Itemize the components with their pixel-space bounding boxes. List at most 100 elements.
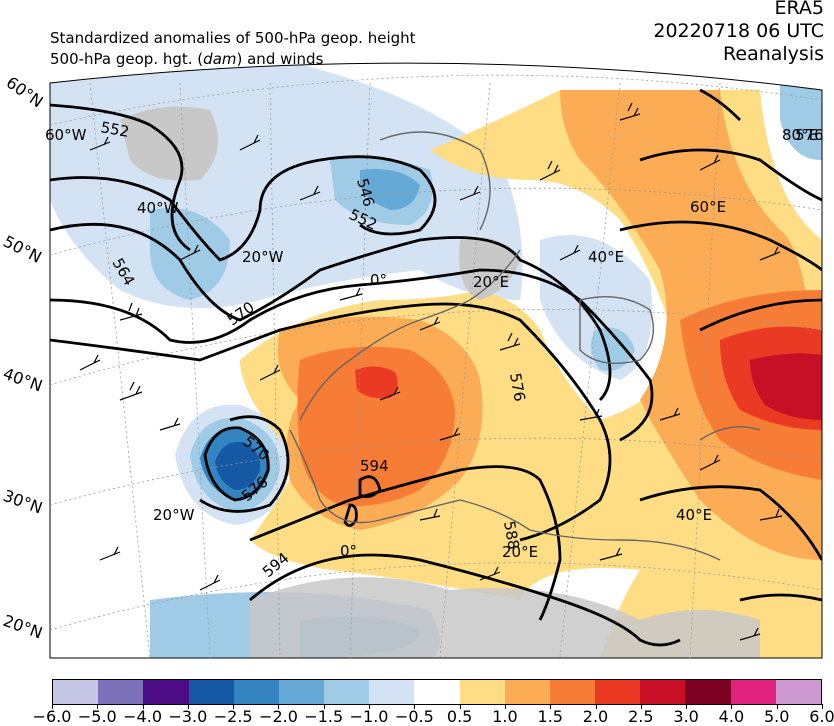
colorbar-segment [233, 680, 279, 704]
coastlines [289, 131, 761, 561]
dataset-label: ERA5 [774, 0, 824, 19]
colorbar-ticks: −6.0 −5.0 −4.0 −3.0 −2.5 −2.0 −1.5 −1.0 −0.5 0.5 1… [33, 704, 834, 726]
title-line-2: 500-hPa geop. hgt. (dam) and winds [50, 49, 416, 70]
colorbar-segment [369, 680, 415, 704]
colorbar-tick-label: 5.0 [763, 707, 790, 726]
colorbar-tick-mark [550, 704, 552, 709]
colorbar-tick-mark [142, 704, 144, 709]
colorbar-tick-mark [459, 704, 461, 709]
colorbar-tick-mark [278, 704, 280, 709]
lat-label: 50°N [0, 232, 45, 267]
africa-land [250, 577, 760, 658]
positive-anomaly-max-france [355, 366, 398, 399]
lon-label: 40°E [676, 506, 712, 524]
lon-label: 20°E [473, 273, 509, 291]
colorbar-tick-label: 2.5 [628, 707, 654, 726]
colorbar-tick-mark [414, 704, 416, 709]
lat-label: 20°N [1, 611, 45, 643]
positive-anomaly-france [297, 346, 455, 506]
lon-label: 0° [340, 542, 357, 560]
contour-label: 588 [500, 520, 523, 551]
colorbar-tick-label: −1.0 [349, 707, 389, 726]
datetime-label: 20220718 06 UTC [653, 20, 824, 42]
colorbar-segment [595, 680, 641, 704]
colorbar-segment [730, 680, 776, 704]
lon-label: 60°E [690, 198, 726, 216]
colorbar-segment [53, 680, 99, 704]
colorbar-tick-label: −3.0 [168, 707, 208, 726]
colorbar-segment [775, 680, 821, 704]
title-unit: dam [203, 50, 237, 68]
longitude-labels: 60°W 40°W 20°W 0° 20°E 40°E 60°E 80°E 20… [45, 126, 818, 561]
colorbar-tick-mark [323, 704, 325, 709]
colorbar-tick-mark [97, 704, 99, 709]
cutoff-low-core [215, 441, 261, 490]
scandinavia-land [459, 237, 520, 300]
lon-label: 0° [370, 271, 387, 289]
colorbar-tick-label: −2.0 [259, 707, 298, 726]
colorbar-segment [188, 680, 234, 704]
colorbar-segment [278, 680, 325, 704]
colorbar-tick-label: −6.0 [32, 707, 72, 726]
colorbar-segment [504, 680, 550, 704]
product-label: Reanalysis [723, 43, 824, 65]
colorbar-tick-label: −5.0 [77, 707, 117, 726]
colorbar-tick-mark [52, 704, 53, 709]
positive-anomaly-east-max [750, 353, 822, 420]
lat-label: 30°N [1, 486, 45, 518]
colorbar-segment [459, 680, 505, 704]
colorbar-tick-label: 6.0 [809, 707, 834, 726]
colorbar-tick-mark [595, 704, 597, 709]
contour-label: 576 [506, 372, 529, 403]
colorbar-tick-mark [776, 704, 778, 709]
height-contours [50, 88, 822, 647]
colorbar-tick-label: 1.5 [537, 707, 563, 726]
colorbar-segment [685, 680, 731, 704]
colorbar-tick-mark [187, 704, 189, 709]
colorbar-tick-label: 0.5 [446, 707, 473, 726]
latitude-labels: 60°N 50°N 40°N 30°N 20°N [0, 73, 46, 643]
colorbar-segment [414, 680, 460, 704]
title-line-1: Standardized anomalies of 500-hPa geop. … [50, 29, 416, 47]
title-line-2-pre: 500-hPa geop. hgt. ( [50, 50, 204, 68]
lon-label: 40°E [588, 248, 624, 266]
colorbar-tick-mark [822, 704, 823, 709]
wind-barbs [79, 102, 783, 641]
colorbar-tick-mark [369, 704, 371, 709]
lon-label: 80°E [782, 126, 818, 144]
colorbar-segment [640, 680, 686, 704]
title-line-2-post: ) and winds [236, 50, 324, 68]
colorbar-tick-mark [233, 704, 235, 709]
colorbar-tick-label: −0.5 [394, 707, 434, 726]
colorbar-tick-label: −1.5 [304, 707, 344, 726]
colorbar-tick-mark [686, 704, 688, 709]
colorbar [52, 679, 822, 705]
colorbar-tick-label: 2.0 [582, 707, 609, 726]
greenland-land [120, 106, 218, 181]
negative-anomaly-northeast [780, 83, 822, 160]
colorbar-segment [143, 680, 189, 704]
lat-label: 40°N [1, 364, 45, 396]
colorbar-tick-label: 1.0 [492, 707, 518, 726]
colorbar-tick-mark [640, 704, 642, 709]
colorbar-tick-mark [504, 704, 506, 709]
colorbar-segment [549, 680, 596, 704]
colorbar-tick-label: 3.0 [673, 707, 699, 726]
map-frame [49, 62, 823, 659]
colorbar-tick-label: 4.0 [718, 707, 745, 726]
colorbar-tick-label: −4.0 [123, 707, 163, 726]
negative-anomaly-core-west [150, 208, 230, 300]
colorbar-tick-label: −2.5 [213, 707, 253, 726]
lat-label: 60°N [3, 73, 47, 112]
lon-label: 20°E [502, 543, 538, 561]
lon-label: 20°W [242, 248, 284, 266]
map-info: ERA5 20220718 06 UTC Reanalysis [653, 0, 824, 66]
colorbar-segment [98, 680, 144, 704]
contour-label: 576 [795, 126, 824, 144]
contour-label: 552 [99, 118, 130, 141]
map-title: Standardized anomalies of 500-hPa geop. … [50, 28, 416, 70]
contour-label: 594 [360, 457, 389, 475]
colorbar-tick-mark [731, 704, 733, 709]
